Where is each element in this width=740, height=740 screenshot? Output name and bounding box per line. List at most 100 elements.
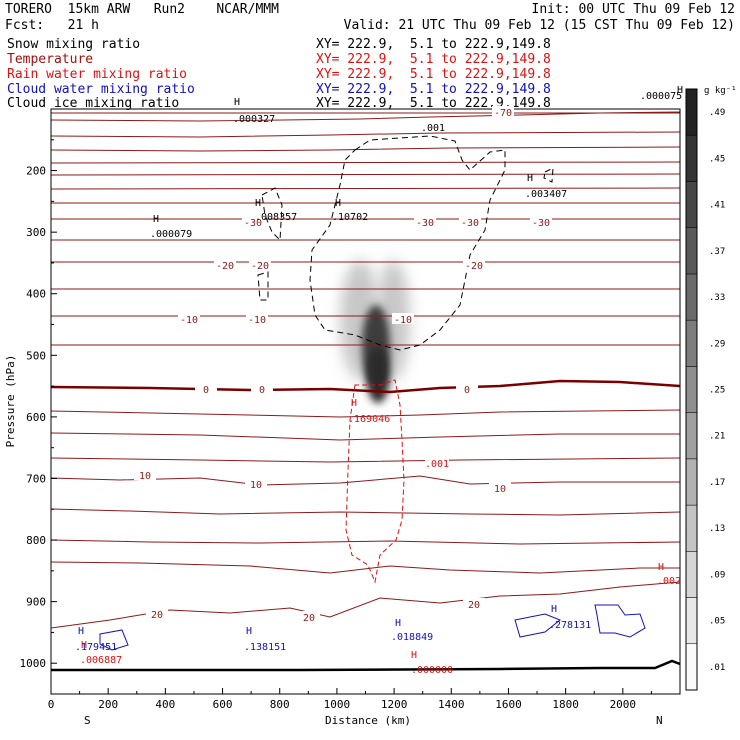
temperature-label: 20 — [151, 610, 163, 621]
legend-label-temperature: Temperature — [7, 52, 93, 67]
temperature-label-bg — [456, 383, 478, 394]
x-tick-label: 400 — [155, 698, 175, 711]
colorbar: g kg⁻¹ .01 .05 .09 .13 .17 .21 .25 .29 .33 .37 .41… — [685, 86, 737, 691]
temperature-label: -10 — [248, 315, 266, 326]
isotherm — [51, 131, 680, 138]
maximum-mark: H — [551, 604, 557, 615]
isotherm — [51, 187, 680, 190]
temperature-label: 0 — [259, 385, 265, 396]
x-axis-ticks: 0 200 400 600 800 1000 1200 1400 1600 1800 2000 — [48, 688, 652, 711]
colorbar-units: g kg⁻¹ — [704, 86, 737, 96]
colorbar-segment — [685, 412, 698, 460]
y-tick-label: 500 — [26, 349, 46, 362]
x-tick-label: 200 — [98, 698, 118, 711]
temperature-label-bg — [492, 106, 514, 117]
isotherm — [51, 146, 680, 152]
colorbar-label: .05 — [709, 617, 725, 627]
y-tick-label: 400 — [26, 288, 46, 301]
header: TORERO 15km ARW Run2 NCAR/MMM Init: 00 U… — [5, 2, 735, 33]
temperature-contours — [51, 111, 680, 629]
temperature-label-bg — [134, 469, 156, 480]
isotherm — [51, 111, 680, 122]
cloud-ice-outline-west — [261, 187, 283, 242]
temperature-label: -30 — [532, 218, 550, 229]
x-tick-label: 1400 — [438, 698, 465, 711]
maximum-mark: H — [153, 214, 159, 225]
legend-label-snow: Snow mixing ratio — [7, 37, 140, 52]
temperature-label: -30 — [461, 218, 479, 229]
legend-xy-rain: XY= 222.9, 5.1 to 222.9,149.8 — [316, 67, 551, 82]
temperature-label: -20 — [465, 261, 483, 272]
contour-label: .001 — [421, 123, 445, 134]
maximum-value: .018849 — [391, 632, 433, 643]
colorbar-label: .49 — [709, 108, 725, 118]
y-tick-label: 200 — [26, 165, 46, 178]
contour-label-bg — [421, 121, 445, 132]
cloud-ice-outline-small — [257, 271, 269, 301]
colorbar-segments: .01 .05 .09 .13 .17 .21 .25 .29 .33 .37 .41 .45 .49 — [685, 88, 725, 691]
colorbar-label: .25 — [709, 386, 725, 396]
isotherm — [51, 409, 680, 418]
temperature-label: 0 — [464, 385, 470, 396]
maximum-value: .179451 — [75, 642, 117, 653]
maximum-value: .002 — [657, 576, 681, 587]
rain-outline-main — [345, 379, 405, 584]
y-tick-label: 900 — [26, 596, 46, 609]
maximum-mark: H — [351, 398, 357, 409]
temperature-label: 10 — [494, 484, 506, 495]
endpoint-left: S — [84, 714, 91, 727]
colorbar-frame — [685, 88, 698, 691]
temperature-label-bg — [146, 608, 168, 619]
temperature-label: 0 — [203, 385, 209, 396]
temperature-label-bg — [414, 216, 436, 227]
maximum-mark: H — [78, 626, 84, 637]
colorbar-label: .09 — [709, 570, 725, 580]
maximum-value: .000000 — [411, 665, 453, 676]
colorbar-label: .33 — [709, 293, 725, 303]
maximum-mark: H — [527, 173, 533, 184]
temperature-label-bg — [178, 313, 200, 324]
legend-label-cloud-water: Cloud water mixing ratio — [7, 82, 195, 97]
temperature-label: -10 — [394, 315, 412, 326]
isotherm — [51, 539, 680, 545]
maxima-markers: H.000327H.000075H.000079H.008357H.10702H… — [75, 85, 683, 676]
maximum-mark: H — [677, 85, 683, 96]
maximum-value: .10702 — [332, 212, 368, 223]
cloud-ice-contours — [257, 135, 554, 351]
maximum-value: .006887 — [80, 655, 122, 666]
colorbar-segment — [685, 458, 698, 506]
temperature-label-bg — [195, 383, 217, 394]
temperature-label: -30 — [244, 218, 262, 229]
x-tick-label: 1000 — [324, 698, 351, 711]
colorbar-label: .29 — [709, 339, 725, 349]
x-tick-label: 1200 — [381, 698, 408, 711]
colorbar-segment — [685, 88, 698, 136]
maximum-mark: H — [255, 198, 261, 209]
cloud-ice-outline-main — [309, 135, 506, 351]
maximum-value: .278131 — [549, 620, 591, 631]
isotherm — [51, 561, 680, 574]
maximum-mark: H — [658, 562, 664, 573]
temperature-label: 20 — [303, 613, 315, 624]
legend-xy-cloud-water: XY= 222.9, 5.1 to 222.9,149.8 — [316, 82, 551, 97]
colorbar-segment — [685, 551, 698, 598]
cloud-ice-outline-east — [543, 167, 554, 183]
x-tick-label: 800 — [270, 698, 290, 711]
x-tick-label: 1600 — [495, 698, 522, 711]
y-tick-label: 800 — [26, 534, 46, 547]
y-axis-ticks: 200 300 400 500 600 700 800 900 1000 — [20, 139, 57, 695]
maximum-value: .003407 — [525, 189, 567, 200]
colorbar-segment — [685, 366, 698, 413]
isotherm — [51, 432, 680, 441]
temperature-label: 10 — [139, 471, 151, 482]
temperature-label-bg — [242, 216, 264, 227]
y-tick-label: 1000 — [20, 657, 47, 670]
temperature-label-bg — [298, 611, 320, 622]
contour-label-bg — [425, 457, 449, 468]
maximum-value: .000079 — [150, 229, 192, 240]
snow-shading — [340, 260, 410, 403]
temperature-label-bg — [392, 313, 414, 324]
temperature-label: -70 — [494, 108, 512, 119]
y-axis-label: Pressure (hPa) — [4, 355, 17, 448]
